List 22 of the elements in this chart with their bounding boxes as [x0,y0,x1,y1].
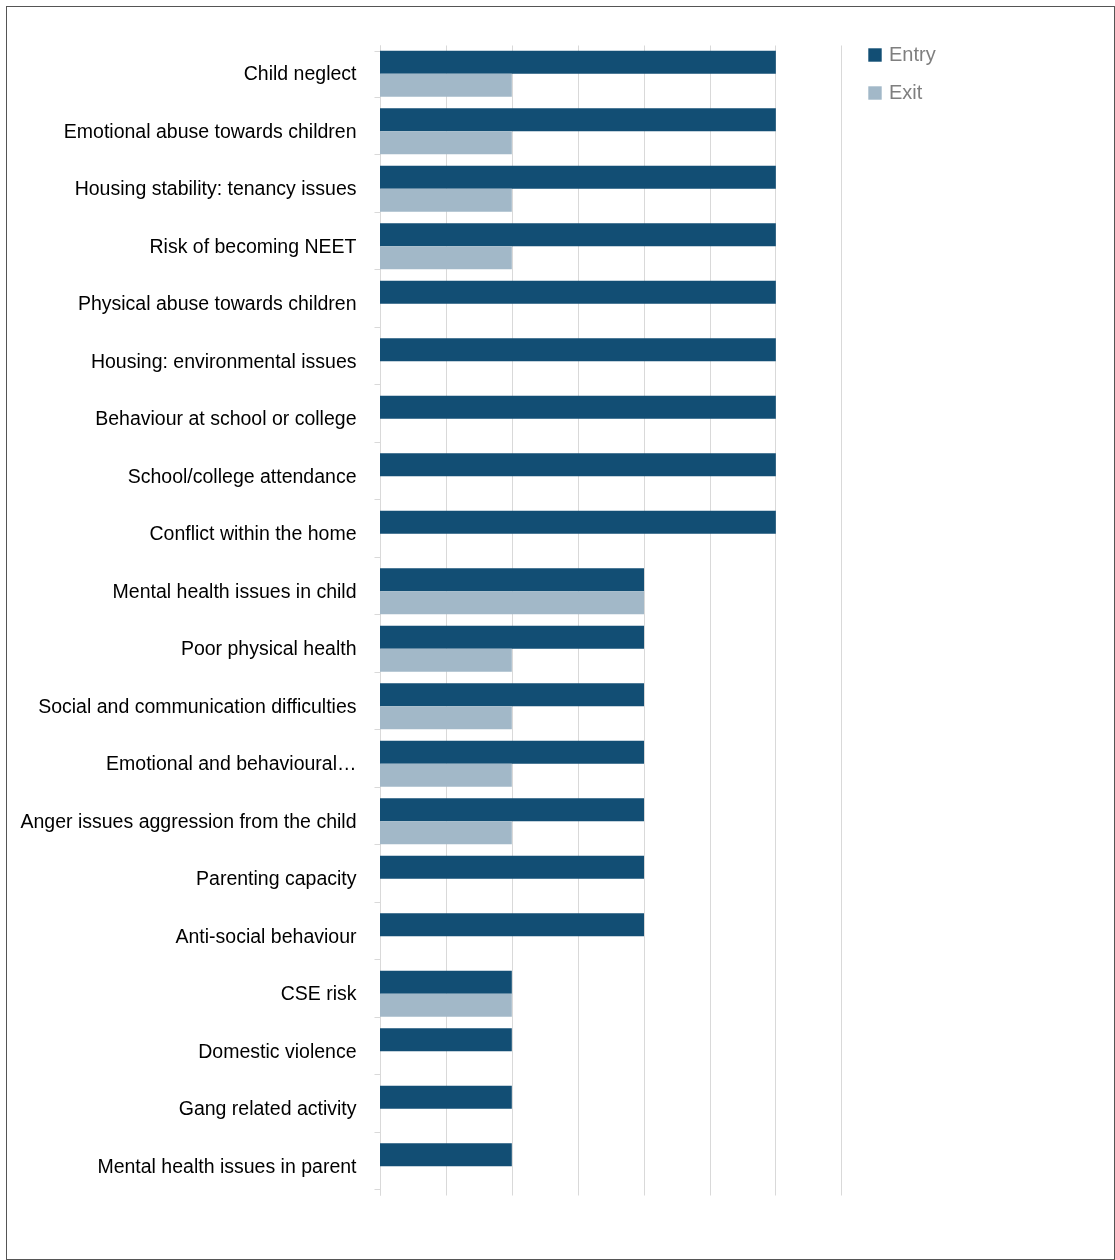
legend-label: Exit [889,81,923,103]
y-tick-label: Domestic violence [198,1039,357,1062]
y-tick-label: Child neglect [243,62,358,85]
y-tick-label: Anger issues aggression from the child [20,809,357,832]
y-tick-label: Risk of becoming NEET [149,234,357,257]
y-tick-label: Housing: environmental issues [90,349,357,372]
y-tick-label: Housing stability: tenancy issues [74,177,357,200]
y-tick-label: Mental health issues in parent [97,1154,358,1177]
legend-label: Entry [889,43,936,65]
y-tick-label: CSE risk [280,982,357,1005]
y-tick-label: Behaviour at school or college [95,407,357,430]
y-tick-label: Parenting capacity [196,867,357,890]
y-tick-label: Emotional abuse towards children [63,119,357,142]
y-tick-label: School/college attendance [127,464,357,487]
y-tick-label: Emotional and behavioural… [106,752,357,775]
y-tick-label: Gang related activity [178,1097,357,1120]
y-tick-label: Anti-social behaviour [175,924,357,947]
y-tick-label: Social and communication difficulties [38,694,357,717]
y-tick-label: Conflict within the home [149,522,357,545]
y-tick-label: Physical abuse towards children [77,292,357,315]
y-tick-label: Mental health issues in child [112,579,357,602]
y-tick-label: Poor physical health [180,637,357,660]
